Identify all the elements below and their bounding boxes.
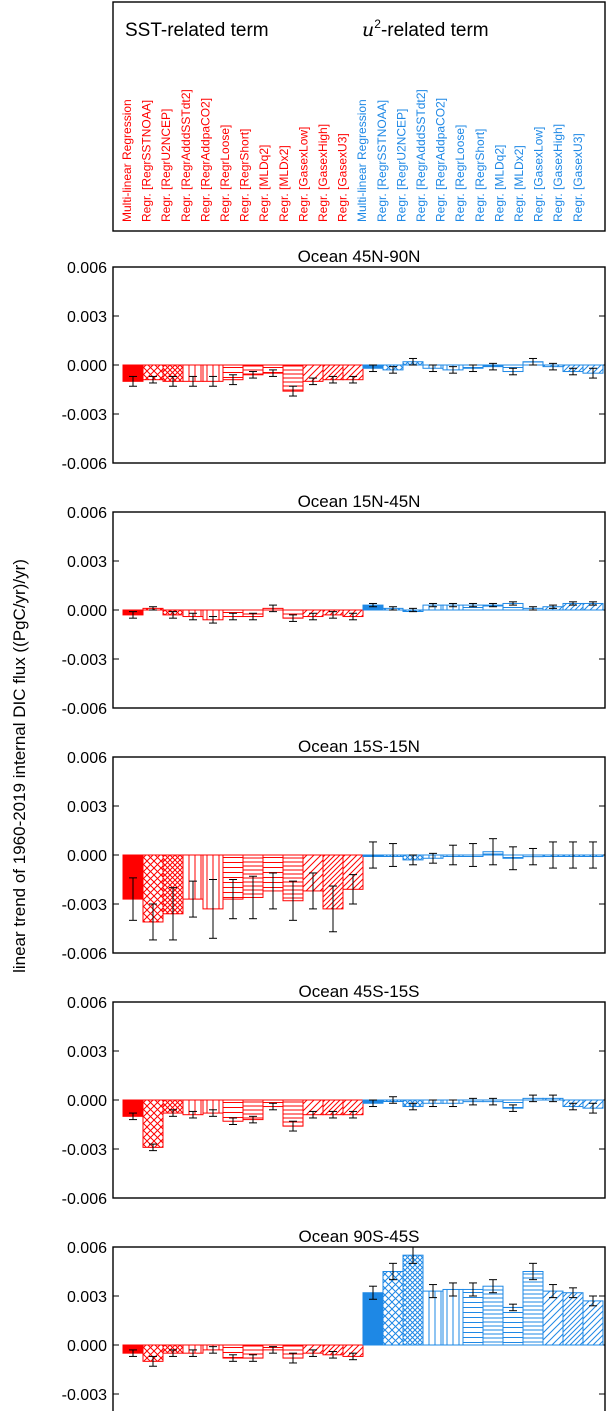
legend-item-sst-5: Regr. [RegrLoose] bbox=[218, 125, 232, 222]
panel-0: Ocean 45N-90N 0.006 0.003 0.000 -0.003 -0.006 bbox=[62, 247, 606, 473]
legend-u2-header-sup: 2 bbox=[374, 17, 381, 31]
y-tick-label-2-4: -0.006 bbox=[62, 946, 107, 963]
y-tick-label-1-2: 0.000 bbox=[67, 603, 107, 620]
y-tick-label-4-1: 0.003 bbox=[67, 1289, 107, 1306]
bar-u2-4-10 bbox=[562, 1292, 584, 1346]
y-tick-label-3-2: 0.000 bbox=[67, 1093, 107, 1110]
legend-item-u2-1: Regr. [RegrSSTNOAA] bbox=[375, 100, 389, 222]
legend-item-sst-6: Regr. [RegrShort] bbox=[238, 129, 252, 222]
panel-title-2: Ocean 15S-15N bbox=[298, 737, 420, 756]
panel-2: Ocean 15S-15N 0.006 0.003 0.000 -0.003 -0.006 bbox=[62, 737, 606, 963]
legend-item-sst-4: Regr. [RegrAddpaCO2] bbox=[198, 98, 212, 222]
legend-item-u2-5: Regr. [RegrLoose] bbox=[453, 125, 467, 222]
legend-item-sst-2: Regr. [RegrU2NCEP] bbox=[159, 109, 173, 222]
legend-item-u2-11: Regr. [GasexU3] bbox=[571, 133, 585, 222]
legend-item-sst-3: Regr. [RegrAdddSSTdt2] bbox=[179, 89, 193, 222]
y-tick-label-2-2: 0.000 bbox=[67, 848, 107, 865]
panel-frame-1 bbox=[112, 511, 606, 709]
panels: Ocean 45N-90N 0.006 0.003 0.000 -0.003 -0.006… bbox=[62, 247, 606, 1411]
panel-1: Ocean 15N-45N 0.006 0.003 0.000 -0.003 -0.006 bbox=[62, 492, 606, 718]
panel-frame-0 bbox=[112, 266, 606, 464]
legend-item-u2-7: Regr. [MLDq2] bbox=[492, 145, 506, 222]
legend-item-sst-9: Regr. [GasexLow] bbox=[296, 127, 310, 222]
bar-u2-4-0 bbox=[362, 1292, 384, 1346]
y-tick-label-0-2: 0.000 bbox=[67, 358, 107, 375]
y-tick-label-2-0: 0.006 bbox=[67, 750, 107, 767]
y-axis-label: linear trend of 1960-2019 internal DIC f… bbox=[10, 559, 29, 973]
legend-u2-header-rest: -related term bbox=[381, 20, 489, 41]
panel-title-1: Ocean 15N-45N bbox=[298, 492, 421, 511]
legend-item-sst-8: Regr. [MLDx2] bbox=[277, 145, 291, 222]
y-tick-label-3-1: 0.003 bbox=[67, 1044, 107, 1061]
bar-u2-4-5 bbox=[462, 1288, 484, 1346]
bar-u2-4-6 bbox=[482, 1285, 504, 1346]
legend-item-u2-9: Regr. [GasexLow] bbox=[532, 127, 546, 222]
legend-frame bbox=[112, 1, 606, 232]
y-tick-label-1-3: -0.003 bbox=[62, 652, 107, 669]
bar-u2-4-4 bbox=[442, 1288, 464, 1346]
y-tick-label-3-4: -0.006 bbox=[62, 1191, 107, 1208]
legend-item-sst-10: Regr. [GasexHigh] bbox=[316, 124, 330, 222]
legend-item-sst-11: Regr. [GasexU3] bbox=[336, 133, 350, 222]
bar-u2-4-3 bbox=[422, 1290, 444, 1346]
y-tick-label-1-0: 0.006 bbox=[67, 505, 107, 522]
legend-u2-header: u2-related term bbox=[362, 17, 489, 41]
y-tick-label-0-0: 0.006 bbox=[67, 260, 107, 277]
y-tick-label-0-4: -0.006 bbox=[62, 456, 107, 473]
legend-item-u2-6: Regr. [RegrShort] bbox=[473, 129, 487, 222]
panel-frame-2 bbox=[112, 756, 606, 954]
bar-u2-4-9 bbox=[542, 1290, 564, 1346]
legend-items: Multi-linear Regression Regr. [RegrSSTNOA… bbox=[120, 89, 585, 222]
y-tick-label-2-1: 0.003 bbox=[67, 799, 107, 816]
bar-u2-4-2 bbox=[402, 1254, 424, 1346]
panel-title-0: Ocean 45N-90N bbox=[298, 247, 421, 266]
bar-u2-4-11 bbox=[582, 1300, 604, 1346]
legend-item-sst-0: Multi-linear Regression bbox=[120, 99, 134, 222]
legend-item-u2-2: Regr. [RegrU2NCEP] bbox=[394, 109, 408, 222]
panel-title-3: Ocean 45S-15S bbox=[299, 982, 420, 1001]
panel-frame-3 bbox=[112, 1001, 606, 1199]
legend-sst-header: SST-related term bbox=[125, 20, 269, 41]
legend-item-u2-4: Regr. [RegrAddpaCO2] bbox=[434, 98, 448, 222]
y-tick-label-0-1: 0.003 bbox=[67, 309, 107, 326]
y-tick-label-4-3: -0.003 bbox=[62, 1387, 107, 1404]
y-tick-label-3-3: -0.003 bbox=[62, 1142, 107, 1159]
legend-item-sst-1: Regr. [RegrSSTNOAA] bbox=[140, 100, 154, 222]
legend-item-u2-3: Regr. [RegrAdddSSTdt2] bbox=[414, 89, 428, 222]
panel-3: Ocean 45S-15S 0.006 0.003 0.000 -0.003 -0.006 bbox=[62, 982, 606, 1208]
legend: SST-related term u2-related term Multi-l… bbox=[112, 1, 606, 232]
y-tick-label-4-2: 0.000 bbox=[67, 1338, 107, 1355]
bar-u2-4-7 bbox=[502, 1306, 524, 1346]
bar-u2-4-1 bbox=[382, 1271, 404, 1346]
y-tick-label-4-0: 0.006 bbox=[67, 1240, 107, 1257]
bar-u2-4-8 bbox=[522, 1271, 544, 1346]
legend-item-u2-0: Multi-linear Regression bbox=[355, 99, 369, 222]
legend-item-u2-10: Regr. [GasexHigh] bbox=[551, 124, 565, 222]
bar-sst-3-1 bbox=[142, 1099, 164, 1148]
y-tick-label-3-0: 0.006 bbox=[67, 995, 107, 1012]
y-tick-label-1-4: -0.006 bbox=[62, 701, 107, 718]
legend-item-u2-8: Regr. [MLDx2] bbox=[512, 145, 526, 222]
panel-frame-4 bbox=[112, 1246, 606, 1411]
y-tick-label-1-1: 0.003 bbox=[67, 554, 107, 571]
legend-u2-header-var: u bbox=[362, 19, 374, 41]
y-tick-label-2-3: -0.003 bbox=[62, 897, 107, 914]
panel-title-4: Ocean 90S-45S bbox=[299, 1227, 420, 1246]
legend-item-sst-7: Regr. [MLDq2] bbox=[257, 145, 271, 222]
y-tick-label-0-3: -0.003 bbox=[62, 407, 107, 424]
